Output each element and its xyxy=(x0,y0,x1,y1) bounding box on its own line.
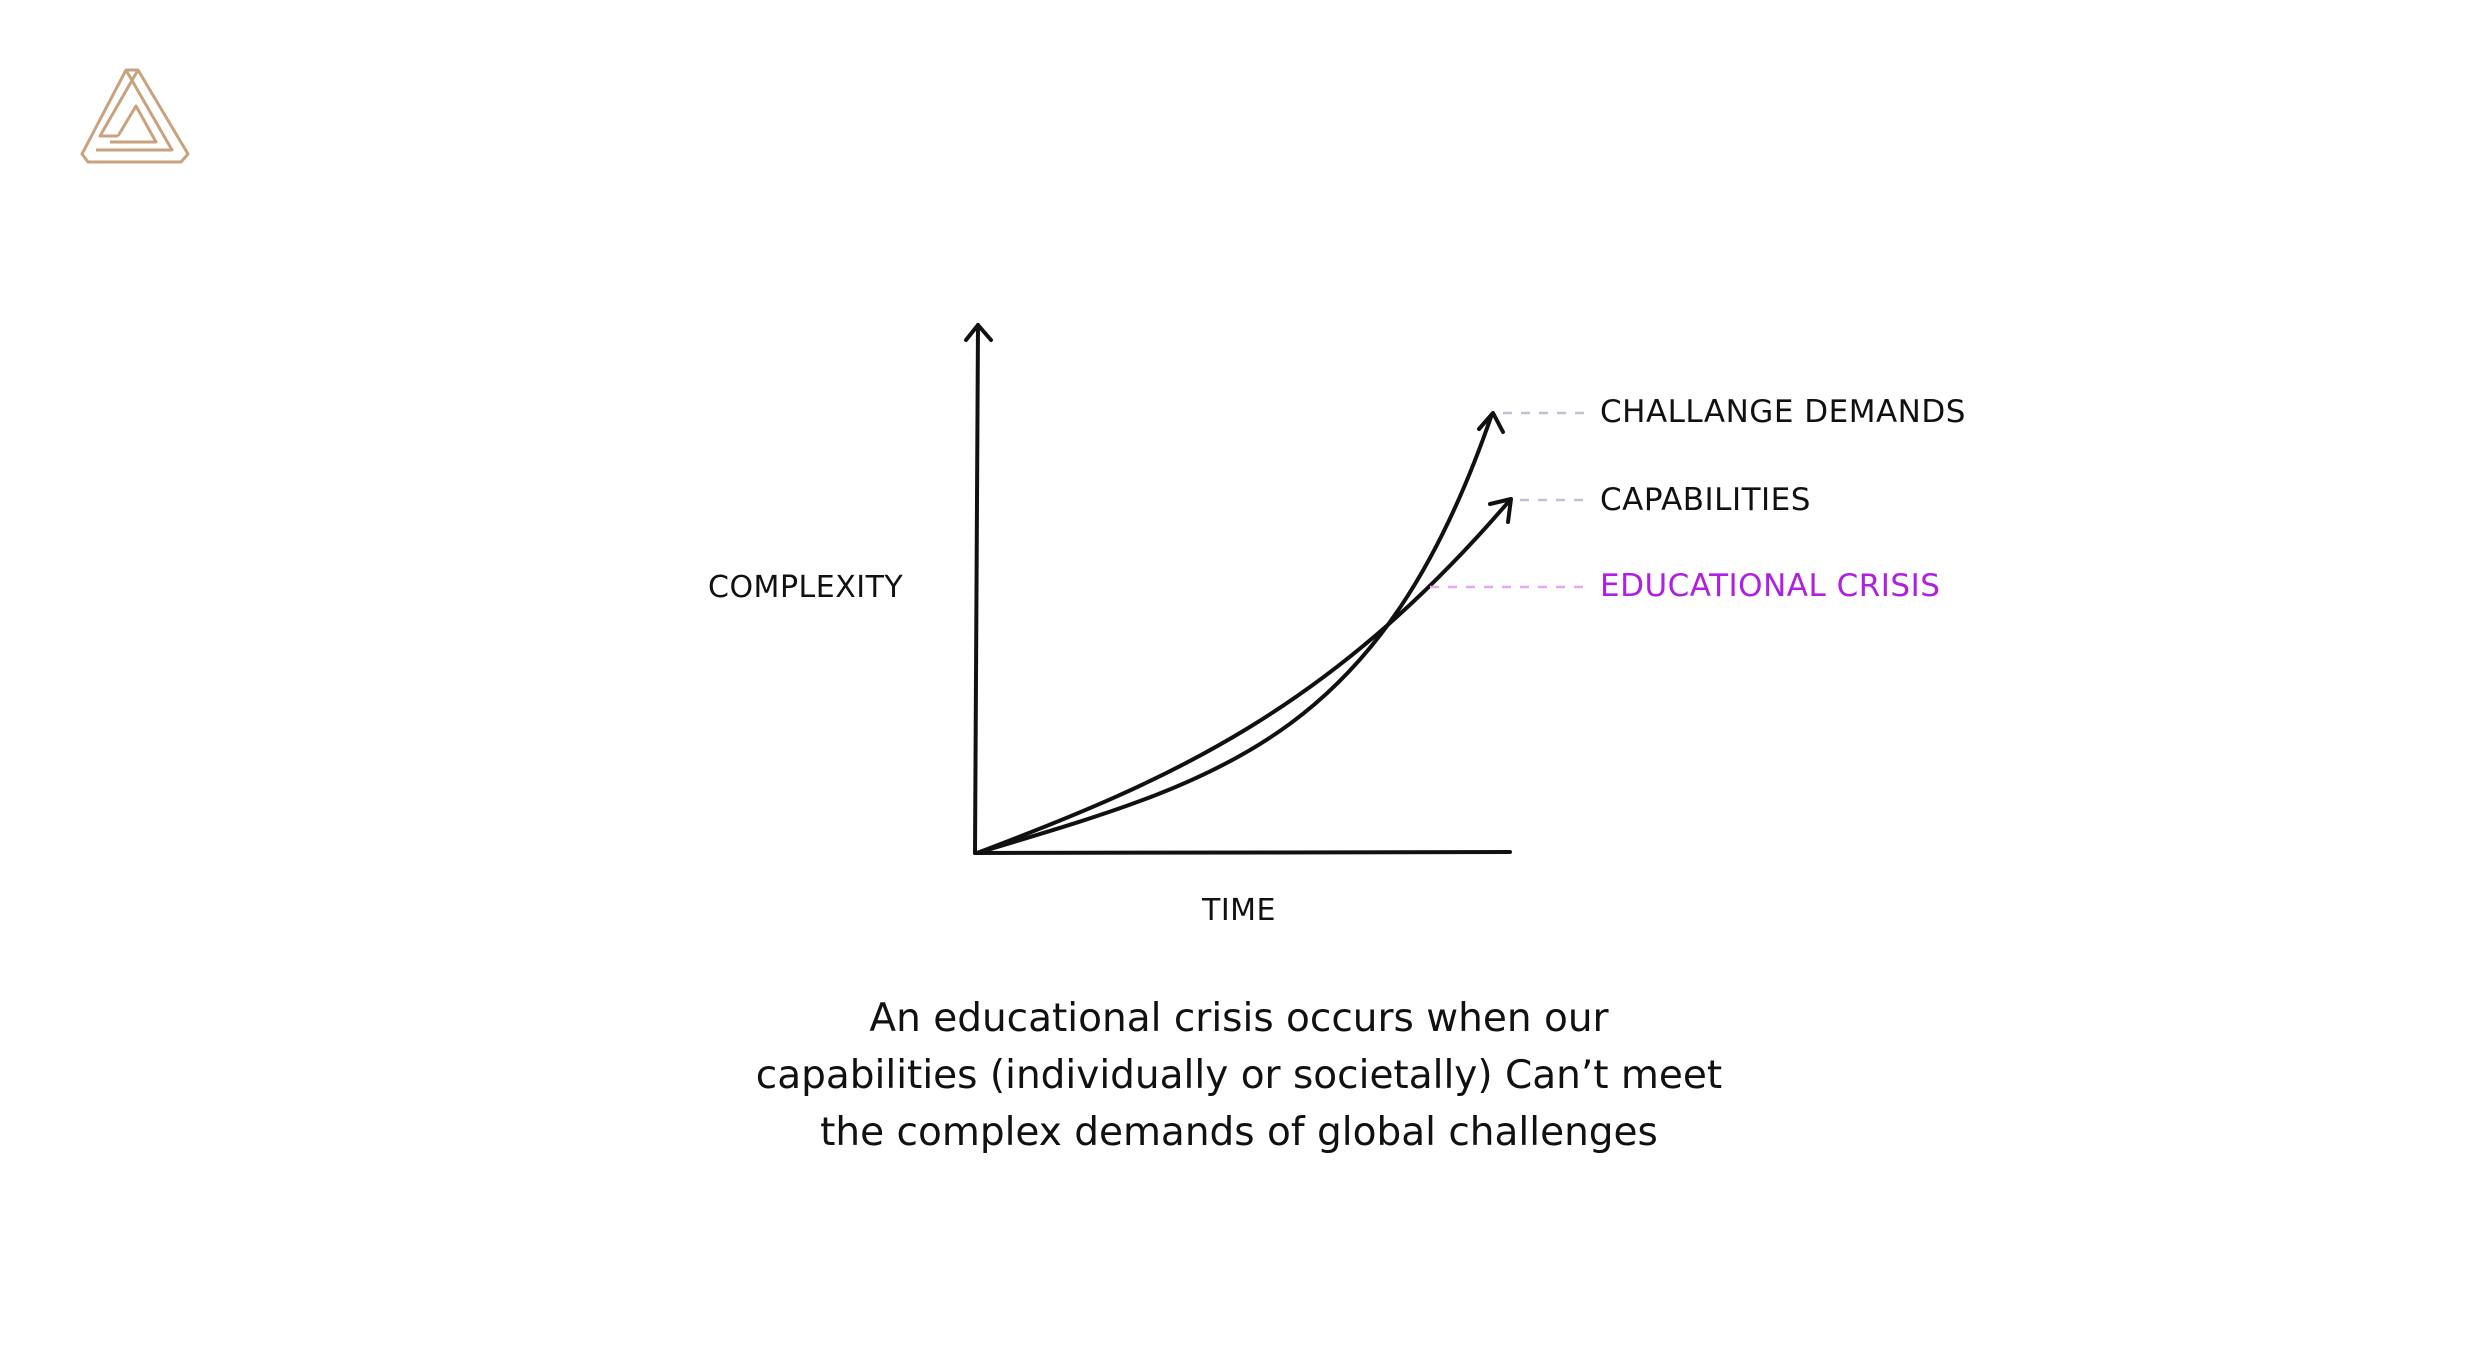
capabilities-curve xyxy=(975,498,1512,855)
caption-line: capabilities (individually or societally… xyxy=(755,1053,1723,1098)
caption: An educational crisis occurs when our ca… xyxy=(634,990,1844,1161)
y-axis-label: COMPLEXITY xyxy=(708,570,904,605)
challenge-demands-arrowhead xyxy=(1477,411,1505,434)
y-axis-line xyxy=(973,323,980,855)
caption-line: An educational crisis occurs when our xyxy=(869,996,1609,1041)
educational-crisis-label: EDUCATIONAL CRISIS xyxy=(1600,568,1941,604)
capabilities-arrowhead xyxy=(1488,497,1513,524)
y-axis-arrowhead xyxy=(964,323,993,342)
x-axis-line xyxy=(973,850,1512,855)
x-axis-label: TIME xyxy=(1202,893,1277,928)
challenge-demands-label: CHALLANGE DEMANDS xyxy=(1600,394,1966,430)
challenge-demands-curve xyxy=(975,412,1494,855)
capabilities-label: CAPABILITIES xyxy=(1600,482,1811,518)
caption-line: the complex demands of global challenges xyxy=(820,1110,1658,1155)
impossible-triangle-logo-icon xyxy=(80,68,190,164)
